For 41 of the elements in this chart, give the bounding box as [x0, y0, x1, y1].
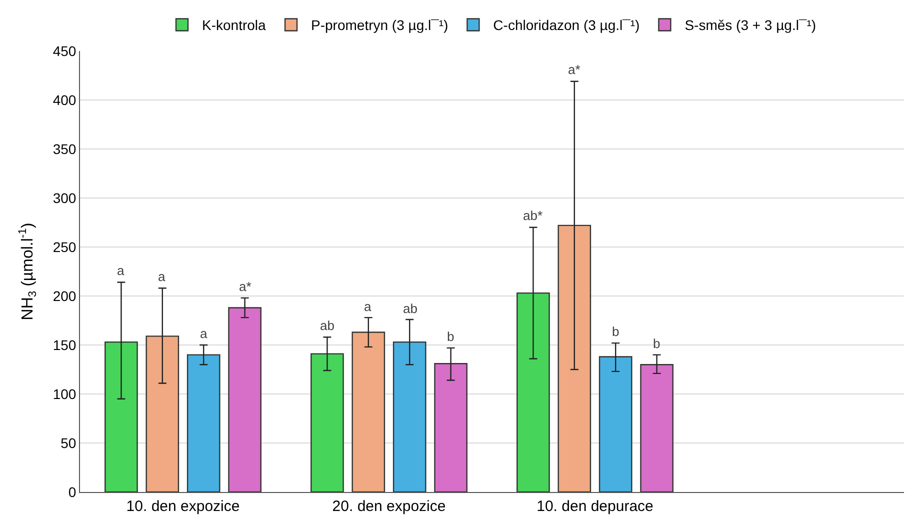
y-tick-label: 450: [52, 42, 76, 59]
y-tick-label: 350: [52, 140, 76, 157]
x-tick-label: 10. den expozice: [126, 498, 240, 515]
legend-label: P-prometryn (3 µg.l¯¹): [311, 17, 448, 34]
annotation: a: [158, 269, 166, 284]
legend-label: K-kontrola: [202, 17, 266, 34]
y-tick-label: 150: [52, 336, 76, 353]
annotation: a: [364, 299, 372, 314]
annotation: a: [117, 263, 125, 278]
bar: [598, 356, 632, 492]
bar: [310, 353, 344, 492]
bar: [434, 363, 468, 492]
y-tick-label: 50: [60, 434, 76, 451]
y-tick-label: 100: [52, 386, 76, 402]
legend-label: C-chloridazon (3 µg.l¯¹): [493, 17, 640, 34]
annotation: b: [612, 324, 620, 339]
y-tick-label: 0: [68, 484, 76, 500]
bar: [104, 341, 138, 492]
y-tick-label: 300: [52, 190, 76, 206]
annotation: a: [200, 326, 208, 341]
bar: [352, 332, 386, 492]
y-tick-label: 200: [52, 288, 76, 304]
y-tick-label: 400: [52, 92, 76, 108]
annotation: b: [447, 329, 454, 344]
annotation: a*: [568, 62, 580, 77]
annotation: ab: [403, 301, 418, 316]
annotation: ab: [320, 318, 334, 333]
bar: [186, 354, 220, 492]
y-tick-label: 250: [52, 238, 76, 255]
annotation: a*: [239, 279, 252, 294]
bar: [228, 307, 262, 492]
bar: [146, 336, 180, 492]
bar: [558, 224, 592, 492]
bar: [516, 292, 550, 492]
bar: [392, 341, 426, 492]
annotation: ab*: [523, 208, 543, 223]
x-tick-label: 10. den depurace: [536, 498, 654, 515]
bar: [640, 364, 674, 492]
x-tick-label: 20. den expozice: [332, 498, 446, 515]
legend-label: S-směs (3 + 3 µg.l¯¹): [684, 17, 816, 34]
annotation: b: [653, 336, 660, 351]
